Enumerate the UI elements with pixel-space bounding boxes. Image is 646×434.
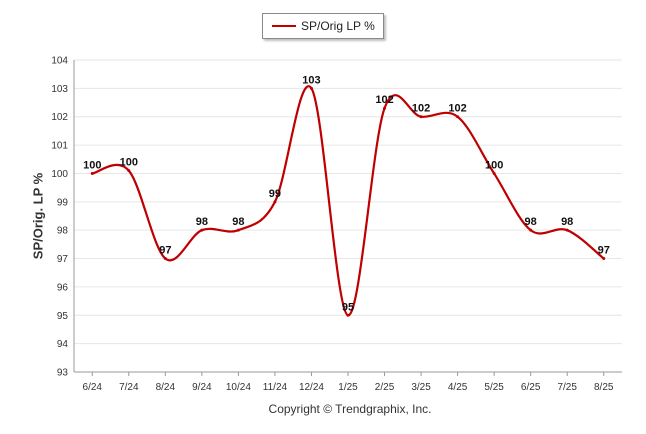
y-tick-label: 97 [57, 254, 69, 265]
y-tick-label: 98 [57, 226, 69, 237]
x-tick-label: 8/24 [156, 382, 176, 393]
x-tick-label: 11/24 [263, 382, 288, 393]
data-label: 97 [159, 245, 171, 257]
data-label: 95 [342, 301, 354, 313]
y-tick-label: 93 [57, 368, 69, 379]
data-point [127, 169, 131, 173]
y-tick-labels: 93 94 95 96 97 98 99 100 101 102 103 104 [51, 56, 68, 379]
data-label: 98 [232, 216, 244, 228]
legend-swatch [272, 25, 296, 27]
x-tick-label: 6/25 [521, 382, 541, 393]
data-point [236, 228, 240, 232]
data-label: 100 [83, 159, 101, 171]
data-label: 100 [120, 157, 138, 169]
y-tick-label: 94 [57, 339, 69, 350]
x-tick-label: 5/25 [484, 382, 504, 393]
data-label: 98 [525, 216, 537, 228]
y-tick-label: 102 [51, 112, 68, 123]
series-group [90, 85, 606, 317]
data-label: 102 [412, 103, 430, 115]
data-label: 102 [375, 94, 393, 106]
data-labels: 100 100 97 98 98 99 103 95 102 102 102 100 98 98 97 [83, 74, 610, 313]
x-tick-label: 10/24 [226, 382, 251, 393]
x-tick-label: 2/25 [375, 382, 395, 393]
y-tick-label: 103 [51, 84, 68, 95]
y-tick-label: 99 [57, 197, 69, 208]
copyright-text: Copyright © Trendgraphix, Inc. [268, 402, 432, 416]
data-point [529, 228, 533, 232]
legend[interactable]: SP/Orig LP % [262, 13, 384, 39]
data-point [309, 86, 313, 90]
data-label: 102 [448, 103, 466, 115]
y-tick-label: 100 [51, 169, 68, 180]
x-tick-label: 6/24 [83, 382, 103, 393]
grid-lines [74, 59, 622, 373]
y-tick-label: 101 [51, 141, 68, 152]
data-point [90, 171, 94, 175]
x-tick-label: 12/24 [299, 382, 324, 393]
y-tick-label: 95 [57, 311, 69, 322]
y-axis-label: SP/Orig. LP % [30, 172, 46, 260]
data-point [346, 313, 350, 317]
x-tick-label: 3/25 [411, 382, 431, 393]
data-label: 97 [598, 245, 610, 257]
series-line [91, 85, 605, 317]
data-point [456, 115, 460, 119]
data-label: 103 [302, 74, 320, 86]
data-point [492, 171, 496, 175]
x-tick-labels: 6/24 7/24 8/24 9/24 10/24 11/24 12/24 1/25 2/25 3… [83, 382, 614, 393]
axes [73, 60, 622, 376]
x-tick-label: 9/24 [192, 382, 212, 393]
data-point [602, 257, 606, 261]
data-label: 98 [561, 216, 573, 228]
x-tick-label: 8/25 [594, 382, 614, 393]
data-label: 99 [269, 188, 281, 200]
data-point [383, 106, 387, 110]
y-tick-label: 104 [51, 56, 68, 67]
data-point [565, 228, 569, 232]
x-tick-label: 1/25 [338, 382, 358, 393]
y-tick-label: 96 [57, 282, 69, 293]
data-point [200, 228, 204, 232]
data-label: 98 [196, 216, 208, 228]
x-tick-label: 7/24 [119, 382, 139, 393]
data-point [163, 257, 167, 261]
data-point [419, 115, 423, 119]
data-point [273, 200, 277, 204]
x-tick-label: 4/25 [448, 382, 468, 393]
legend-label: SP/Orig LP % [301, 19, 375, 33]
data-label: 100 [485, 159, 503, 171]
x-tick-label: 7/25 [557, 382, 577, 393]
